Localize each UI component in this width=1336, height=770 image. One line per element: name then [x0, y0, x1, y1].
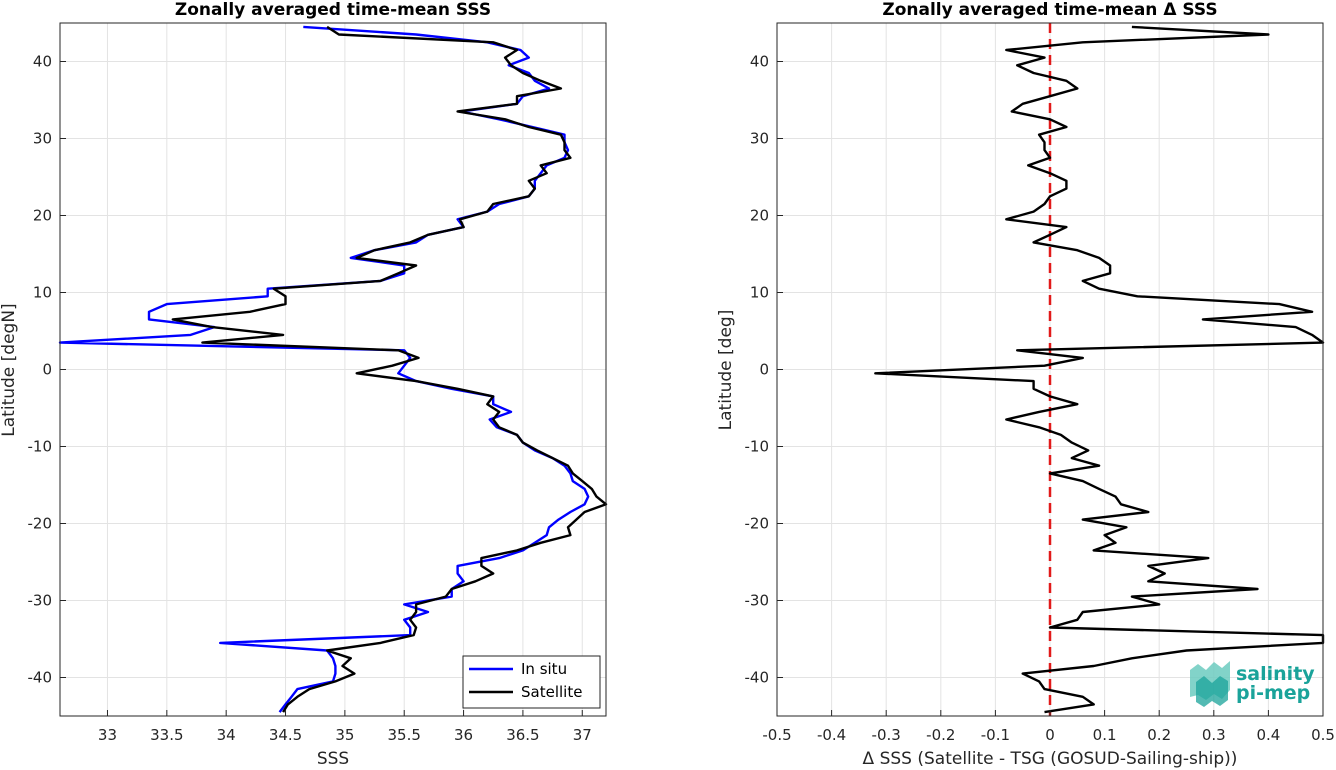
delta-lines	[874, 23, 1325, 716]
delta-x-tick-label: 0.1	[1093, 726, 1117, 744]
sss-y-tick-label: -20	[28, 515, 53, 533]
sss-y-tick-label: 40	[33, 53, 52, 71]
sss-x-tick-label: 34	[217, 726, 236, 744]
delta-y-tick-label: -30	[745, 592, 770, 610]
delta-y-tick-label: 0	[759, 361, 769, 379]
delta-y-tick-label: 10	[750, 284, 769, 302]
delta-x-tick-label: -0.2	[926, 726, 955, 744]
sss-y-tick-label: -40	[28, 669, 53, 687]
delta-y-ticks: -40 -30 -20 -10 0 10 20 30 40	[745, 53, 783, 687]
delta-x-tick-label: 0	[1045, 726, 1055, 744]
delta-x-tick-label: 0.3	[1202, 726, 1226, 744]
legend[interactable]: In situ Satellite	[462, 655, 601, 709]
delta-x-tick-label: -0.5	[762, 726, 791, 744]
delta-x-tick-label: 0.4	[1256, 726, 1280, 744]
delta-x-tick-label: 0.5	[1311, 726, 1335, 744]
sss-series-line-satellite	[171, 25, 608, 713]
sss-lines	[58, 25, 608, 713]
delta-y-tick-label: 40	[750, 53, 769, 71]
sss-y-tick-label: 30	[33, 130, 52, 148]
sss-x-tick-label: 35	[335, 726, 354, 744]
logo-text-pi-mep: pi-mep	[1236, 682, 1310, 704]
sss-y-tick-label: -30	[28, 592, 53, 610]
sss-y-ticks: -40 -30 -20 -10 0 10 20 30 40	[28, 53, 66, 687]
delta-y-tick-label: 30	[750, 130, 769, 148]
delta-series-line-delta	[874, 25, 1325, 714]
sss-y-tick-label: -10	[28, 438, 53, 456]
sss-x-tick-label: 33	[98, 726, 117, 744]
legend-box	[462, 655, 601, 709]
sss-x-tick-label: 33.5	[150, 726, 183, 744]
sss-x-tick-label: 36	[454, 726, 473, 744]
legend-label-in-situ: In situ	[521, 660, 567, 678]
delta-y-axis-label: Latitude [deg]	[716, 310, 736, 431]
sss-y-axis-label: Latitude [degN]	[0, 303, 19, 436]
salinity-pi-mep-logo: salinity pi-mep	[1190, 661, 1315, 707]
sss-x-tick-label: 36.5	[506, 726, 539, 744]
sss-x-ticks: 33 33.5 34 34.5 35 35.5 36 36.5 37	[98, 710, 592, 744]
delta-y-tick-label: 20	[750, 207, 769, 225]
sss-y-tick-label: 0	[42, 361, 52, 379]
sss-x-axis-label: SSS	[317, 749, 349, 769]
delta-y-tick-label: -10	[745, 438, 770, 456]
logo-text-salinity: salinity	[1236, 663, 1315, 685]
sss-chart-title: Zonally averaged time-mean SSS	[175, 0, 491, 20]
legend-label-satellite: Satellite	[521, 683, 582, 701]
delta-chart-title: Zonally averaged time-mean Δ SSS	[882, 0, 1217, 20]
logo-wave-shape-front	[1196, 676, 1228, 707]
delta-x-tick-label: -0.4	[817, 726, 846, 744]
sss-panel: 33 33.5 34 34.5 35 35.5 36 36.5 37 -40 -30 -20 -10 0…	[0, 0, 608, 769]
sss-x-tick-label: 35.5	[388, 726, 421, 744]
delta-y-tick-label: -20	[745, 515, 770, 533]
sss-x-tick-label: 37	[573, 726, 592, 744]
delta-x-tick-label: 0.2	[1147, 726, 1171, 744]
delta-y-tick-label: -40	[745, 669, 770, 687]
delta-sss-panel: -0.5 -0.4 -0.3 -0.2 -0.1 0 0.1 0.2 0.3 0.4 0.5 -40…	[716, 0, 1335, 769]
delta-x-tick-label: -0.1	[981, 726, 1010, 744]
sss-y-tick-label: 20	[33, 207, 52, 225]
sss-x-tick-label: 34.5	[269, 726, 302, 744]
sss-y-tick-label: 10	[33, 284, 52, 302]
delta-x-ticks: -0.5 -0.4 -0.3 -0.2 -0.1 0 0.1 0.2 0.3 0.4 0.5	[762, 710, 1335, 744]
delta-x-tick-label: -0.3	[872, 726, 901, 744]
delta-x-axis-label: Δ SSS (Satellite - TSG (GOSUD-Sailing-sh…	[863, 749, 1238, 769]
